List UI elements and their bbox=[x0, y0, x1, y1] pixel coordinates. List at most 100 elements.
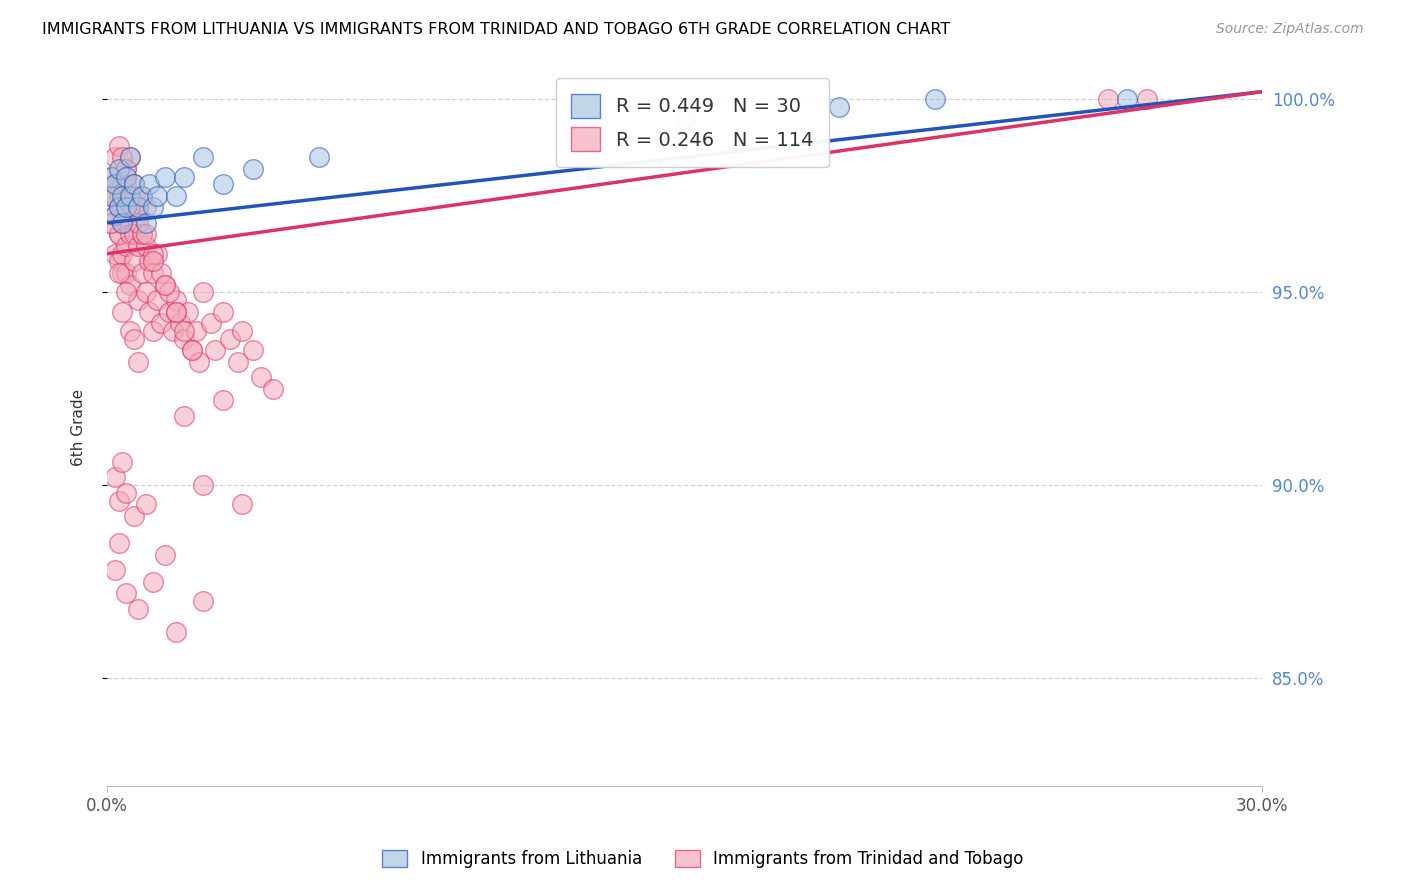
Point bbox=[211, 304, 233, 318]
Point bbox=[107, 536, 129, 550]
Point bbox=[193, 478, 215, 492]
Point bbox=[100, 169, 122, 184]
Point bbox=[177, 304, 200, 318]
Point bbox=[149, 316, 172, 330]
Point bbox=[120, 277, 142, 292]
Point bbox=[149, 266, 172, 280]
Point bbox=[127, 201, 149, 215]
Point bbox=[120, 150, 142, 164]
Y-axis label: 6th Grade: 6th Grade bbox=[72, 389, 86, 466]
Point bbox=[111, 178, 134, 192]
Point bbox=[142, 246, 165, 260]
Point bbox=[120, 201, 142, 215]
Point bbox=[131, 227, 153, 242]
Point bbox=[153, 169, 176, 184]
Point bbox=[142, 574, 165, 589]
Point bbox=[193, 594, 215, 608]
Point bbox=[173, 169, 195, 184]
Point bbox=[100, 216, 122, 230]
Point bbox=[135, 227, 157, 242]
Point bbox=[173, 409, 195, 423]
Point bbox=[188, 355, 211, 369]
Point bbox=[242, 343, 264, 358]
Point bbox=[135, 239, 157, 253]
Point bbox=[184, 324, 207, 338]
Point bbox=[107, 266, 129, 280]
Point bbox=[1097, 92, 1119, 106]
Point bbox=[100, 169, 122, 184]
Point bbox=[219, 332, 242, 346]
Point bbox=[111, 189, 134, 203]
Point bbox=[165, 189, 187, 203]
Point bbox=[153, 277, 176, 292]
Point bbox=[107, 201, 129, 215]
Point bbox=[162, 324, 184, 338]
Point bbox=[122, 254, 145, 268]
Point bbox=[115, 239, 138, 253]
Legend: Immigrants from Lithuania, Immigrants from Trinidad and Tobago: Immigrants from Lithuania, Immigrants fr… bbox=[375, 843, 1031, 875]
Point bbox=[250, 370, 273, 384]
Point bbox=[169, 316, 191, 330]
Point bbox=[122, 227, 145, 242]
Point bbox=[138, 178, 160, 192]
Point bbox=[107, 227, 129, 242]
Point bbox=[131, 227, 153, 242]
Point bbox=[122, 201, 145, 215]
Point bbox=[131, 266, 153, 280]
Point bbox=[100, 189, 122, 203]
Point bbox=[142, 266, 165, 280]
Point bbox=[122, 189, 145, 203]
Point bbox=[104, 563, 127, 577]
Point bbox=[204, 343, 226, 358]
Point bbox=[131, 189, 153, 203]
Point bbox=[115, 169, 138, 184]
Point bbox=[135, 498, 157, 512]
Point bbox=[127, 208, 149, 222]
Point bbox=[127, 239, 149, 253]
Point bbox=[122, 332, 145, 346]
Point bbox=[173, 324, 195, 338]
Point bbox=[131, 189, 153, 203]
Point bbox=[1135, 92, 1157, 106]
Point bbox=[107, 227, 129, 242]
Point bbox=[115, 266, 138, 280]
Point bbox=[120, 201, 142, 215]
Point bbox=[165, 293, 187, 307]
Point bbox=[242, 161, 264, 176]
Point bbox=[165, 624, 187, 639]
Point bbox=[115, 178, 138, 192]
Point bbox=[115, 486, 138, 500]
Point bbox=[107, 161, 129, 176]
Point bbox=[100, 189, 122, 203]
Point bbox=[104, 208, 127, 222]
Point bbox=[127, 601, 149, 615]
Point bbox=[111, 246, 134, 260]
Point bbox=[142, 324, 165, 338]
Point bbox=[226, 355, 249, 369]
Point bbox=[673, 112, 696, 126]
Point bbox=[153, 277, 176, 292]
Point bbox=[115, 189, 138, 203]
Point bbox=[146, 293, 169, 307]
Point bbox=[173, 332, 195, 346]
Point bbox=[107, 178, 129, 192]
Point bbox=[115, 161, 138, 176]
Point bbox=[120, 324, 142, 338]
Point bbox=[107, 138, 129, 153]
Point bbox=[111, 266, 134, 280]
Point bbox=[107, 201, 129, 215]
Point bbox=[146, 246, 169, 260]
Legend: R = 0.449   N = 30, R = 0.246   N = 114: R = 0.449 N = 30, R = 0.246 N = 114 bbox=[555, 78, 830, 167]
Point bbox=[157, 285, 180, 300]
Point bbox=[111, 150, 134, 164]
Point bbox=[165, 304, 187, 318]
Text: Source: ZipAtlas.com: Source: ZipAtlas.com bbox=[1216, 22, 1364, 37]
Point bbox=[193, 150, 215, 164]
Point bbox=[120, 189, 142, 203]
Text: IMMIGRANTS FROM LITHUANIA VS IMMIGRANTS FROM TRINIDAD AND TOBAGO 6TH GRADE CORRE: IMMIGRANTS FROM LITHUANIA VS IMMIGRANTS … bbox=[42, 22, 950, 37]
Point bbox=[127, 355, 149, 369]
Point bbox=[115, 201, 138, 215]
Point bbox=[211, 178, 233, 192]
Point bbox=[104, 470, 127, 484]
Point bbox=[135, 285, 157, 300]
